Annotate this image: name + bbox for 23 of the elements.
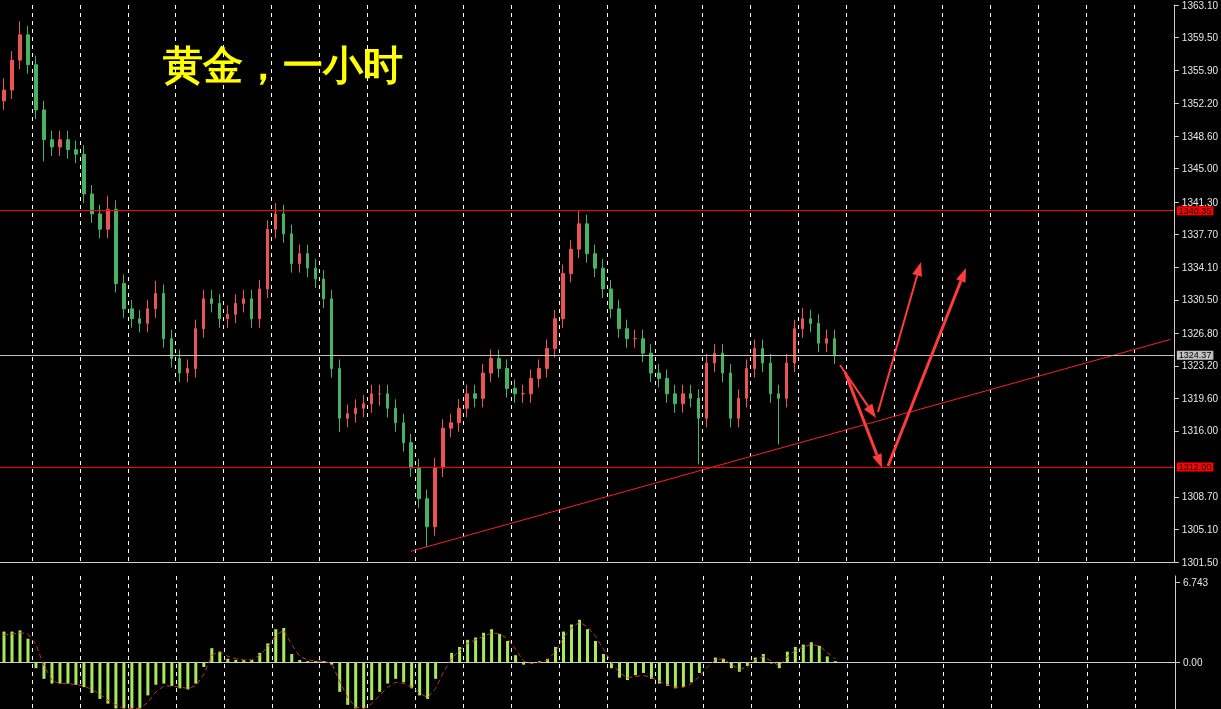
y-tick-label: 1308.70 [1181, 491, 1219, 503]
ref-line-label: 1324.37 [1178, 350, 1212, 361]
y-tick-label: 1319.60 [1181, 392, 1219, 404]
y-tick-label: 1355.90 [1181, 64, 1219, 76]
ref-line-label: 1340.35 [1178, 205, 1212, 216]
text: 黄金，一小时 [163, 42, 403, 88]
y-tick-label: 1359.50 [1181, 32, 1219, 44]
y-tick-label: 1363.10 [1181, 0, 1219, 11]
y-tick-label: 1334.10 [1181, 261, 1219, 273]
y-tick-label: 1337.70 [1181, 229, 1219, 241]
y-tick-label: 1301.50 [1181, 556, 1219, 568]
y-tick-label: 1348.60 [1181, 130, 1219, 142]
y-tick-label: 1326.80 [1181, 327, 1219, 339]
ref-line-label: 1312.00 [1178, 462, 1212, 473]
y-tick-label: 1305.10 [1181, 523, 1219, 535]
y-tick-label: 1345.00 [1181, 163, 1219, 175]
y-tick-label: 1352.20 [1181, 98, 1219, 110]
y-tick-label: 0.00 [1183, 656, 1203, 668]
y-tick-label: 1316.00 [1181, 425, 1219, 437]
y-tick-label: 6.743 [1183, 577, 1209, 589]
y-tick-label: 1323.20 [1181, 360, 1219, 372]
y-tick-label: 1341.30 [1181, 196, 1219, 208]
y-tick-label: 1330.50 [1181, 294, 1219, 306]
